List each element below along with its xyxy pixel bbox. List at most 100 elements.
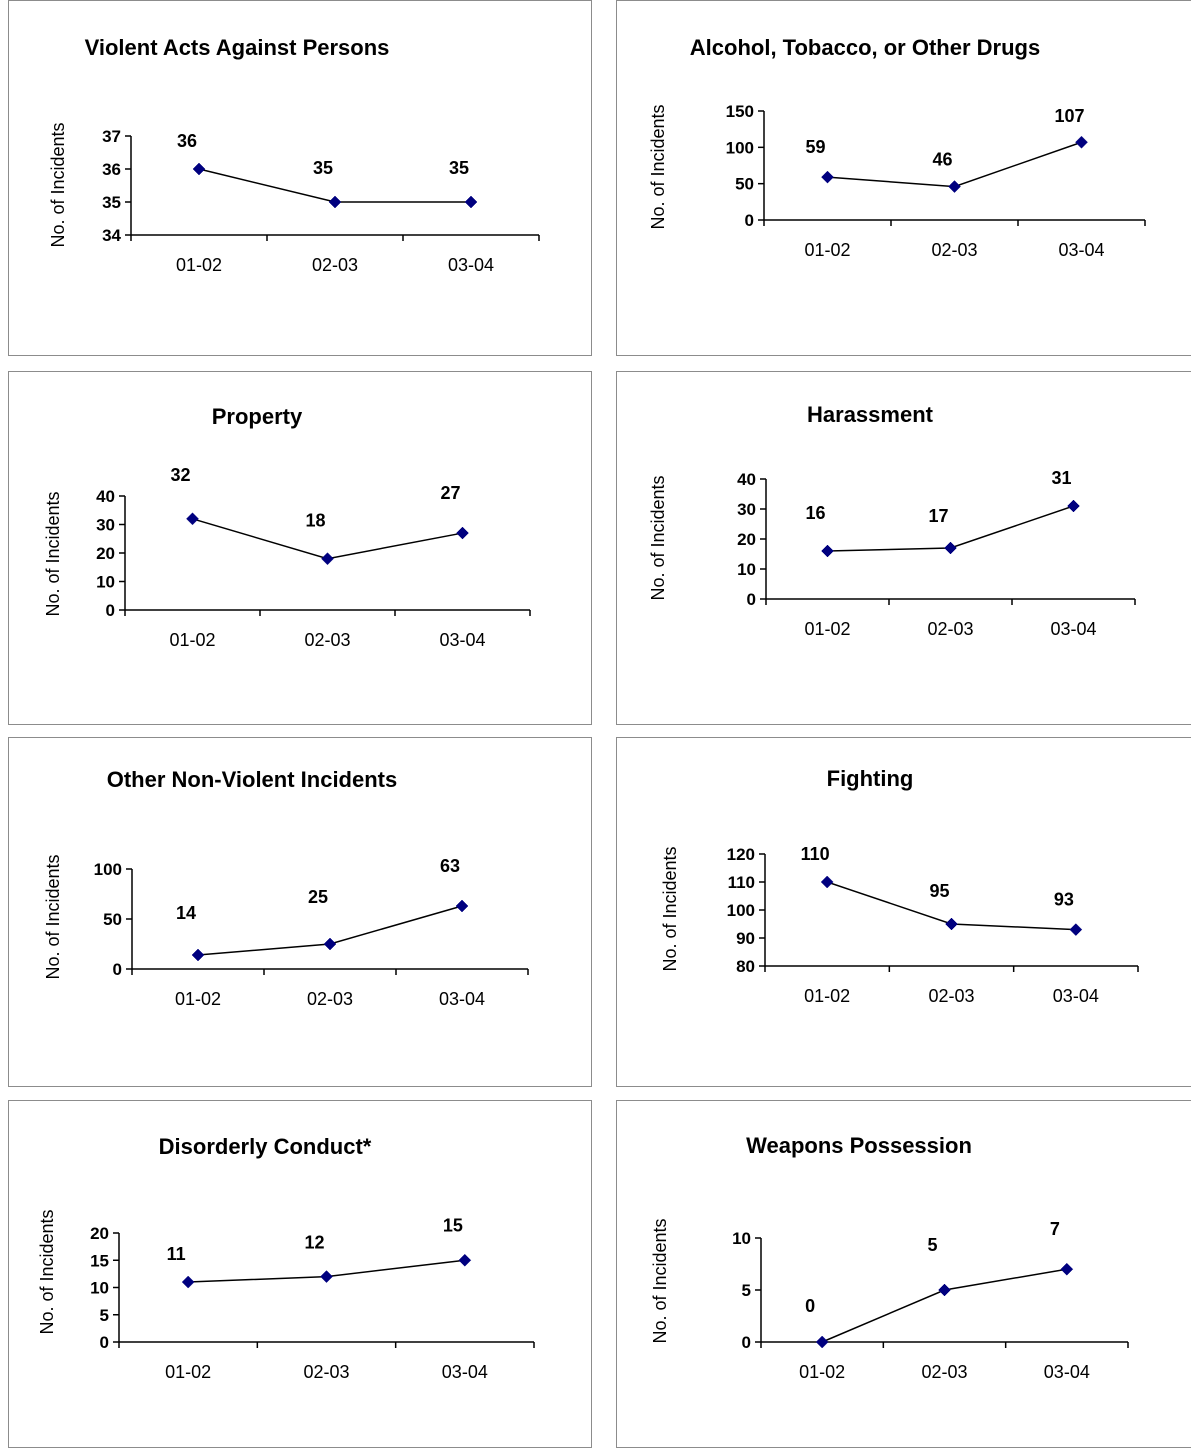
chart-canvas: Other Non-Violent Incidents No. of Incide… xyxy=(43,767,529,1009)
y-tick-label: 10 xyxy=(90,1279,109,1298)
data-label: 25 xyxy=(308,887,328,907)
data-label: 107 xyxy=(1054,106,1084,126)
data-label: 0 xyxy=(805,1296,815,1316)
y-tick-label: 110 xyxy=(728,873,755,892)
data-point-marker xyxy=(1067,499,1080,513)
chart-panel: Other Non-Violent Incidents No. of Incide… xyxy=(8,737,592,1087)
chart-canvas: Alcohol, Tobacco, or Other Drugs No. of I… xyxy=(648,35,1146,260)
line-chart: Alcohol, Tobacco, or Other Drugs No. of I… xyxy=(648,35,1146,260)
data-point-marker xyxy=(181,1275,195,1289)
y-tick-label: 10 xyxy=(732,1229,751,1248)
x-tick-label: 02-03 xyxy=(931,240,977,260)
chart-canvas: Disorderly Conduct* No. of Incidents 0 5 10 1… xyxy=(37,1134,535,1382)
y-tick-label: 50 xyxy=(735,175,754,194)
data-point-marker xyxy=(328,195,342,209)
y-tick-label: 5 xyxy=(100,1306,109,1325)
x-tick-label: 03-04 xyxy=(1050,619,1096,639)
data-label: 110 xyxy=(801,844,830,864)
chart-panel: Weapons Possession No. of Incidents 0 5 10 01… xyxy=(616,1100,1191,1448)
data-point-marker xyxy=(455,899,469,913)
data-point-marker xyxy=(320,1270,333,1283)
data-point-marker xyxy=(192,162,206,176)
chart-title: Other Non-Violent Incidents xyxy=(107,767,398,792)
chart-canvas: Violent Acts Against Persons No. of Incid… xyxy=(48,35,540,275)
x-tick-label: 03-04 xyxy=(1044,1362,1090,1382)
data-label: 32 xyxy=(170,465,190,485)
data-label: 27 xyxy=(440,483,460,503)
y-tick-label: 0 xyxy=(100,1333,109,1352)
y-tick-label: 100 xyxy=(94,860,122,879)
chart-panel: Fighting No. of Incidents 80 90 100 110 120 01-… xyxy=(616,737,1191,1087)
data-label: 5 xyxy=(927,1235,937,1255)
y-tick-label: 35 xyxy=(102,193,121,212)
line-chart: Fighting No. of Incidents 80 90 100 110 120 01-… xyxy=(660,766,1139,1006)
data-point-marker xyxy=(821,544,834,558)
chart-panel: Harassment No. of Incidents 0 10 20 30 40 01-02… xyxy=(616,371,1191,725)
data-label: 35 xyxy=(449,158,469,178)
y-tick-label: 0 xyxy=(747,590,756,609)
y-tick-label: 100 xyxy=(726,138,754,157)
data-point-marker xyxy=(186,512,199,526)
y-tick-label: 15 xyxy=(90,1251,109,1270)
y-axis-label: No. of Incidents xyxy=(648,475,668,600)
y-tick-label: 20 xyxy=(737,530,756,549)
data-label: 63 xyxy=(440,856,460,876)
x-tick-label: 02-03 xyxy=(921,1362,967,1382)
chart-title: Alcohol, Tobacco, or Other Drugs xyxy=(690,35,1040,60)
x-tick-label: 01-02 xyxy=(804,986,850,1006)
line-chart: Harassment No. of Incidents 0 10 20 30 40 01-02… xyxy=(648,402,1136,639)
chart-canvas: Harassment No. of Incidents 0 10 20 30 40 01-02… xyxy=(648,402,1136,639)
x-tick-label: 01-02 xyxy=(176,255,222,275)
line-chart: Property No. of Incidents 0 10 20 30 40 01-02 02… xyxy=(43,404,531,650)
chart-title: Disorderly Conduct* xyxy=(159,1134,372,1159)
data-point-marker xyxy=(944,541,957,555)
y-tick-label: 90 xyxy=(736,929,755,948)
data-point-marker xyxy=(456,526,469,540)
x-tick-label: 03-04 xyxy=(439,989,485,1009)
y-axis-label: No. of Incidents xyxy=(43,854,63,979)
x-tick-label: 01-02 xyxy=(804,240,850,260)
chart-canvas: Weapons Possession No. of Incidents 0 5 10 01… xyxy=(650,1133,1129,1382)
data-point-marker xyxy=(464,195,478,209)
x-tick-label: 02-03 xyxy=(304,630,350,650)
y-tick-label: 5 xyxy=(742,1281,751,1300)
y-tick-label: 0 xyxy=(742,1333,751,1352)
data-label: 36 xyxy=(177,131,197,151)
y-tick-label: 40 xyxy=(737,470,756,489)
y-tick-label: 36 xyxy=(102,160,121,179)
data-label: 7 xyxy=(1050,1219,1060,1239)
chart-panel: Violent Acts Against Persons No. of Incid… xyxy=(8,0,592,356)
y-tick-label: 20 xyxy=(90,1224,109,1243)
y-axis-label: No. of Incidents xyxy=(650,1218,670,1343)
y-tick-label: 30 xyxy=(96,516,115,535)
data-point-marker xyxy=(815,1335,829,1349)
y-tick-label: 10 xyxy=(737,560,756,579)
data-label: 11 xyxy=(167,1244,186,1264)
x-tick-label: 03-04 xyxy=(442,1362,488,1382)
data-label: 18 xyxy=(305,511,325,531)
x-tick-label: 03-04 xyxy=(1053,986,1099,1006)
y-tick-label: 37 xyxy=(102,127,121,146)
y-tick-label: 0 xyxy=(745,211,754,230)
data-label: 59 xyxy=(805,137,825,157)
y-tick-label: 150 xyxy=(726,102,754,121)
data-label: 16 xyxy=(805,503,825,523)
x-tick-label: 02-03 xyxy=(927,619,973,639)
chart-title: Fighting xyxy=(827,766,914,791)
y-axis-label: No. of Incidents xyxy=(660,846,680,971)
y-tick-label: 30 xyxy=(737,500,756,519)
x-tick-label: 02-03 xyxy=(928,986,974,1006)
x-tick-label: 01-02 xyxy=(804,619,850,639)
line-chart: Violent Acts Against Persons No. of Incid… xyxy=(48,35,540,275)
y-tick-label: 100 xyxy=(727,901,755,920)
data-label: 46 xyxy=(932,150,952,170)
x-tick-label: 02-03 xyxy=(307,989,353,1009)
x-tick-label: 01-02 xyxy=(799,1362,845,1382)
x-tick-label: 03-04 xyxy=(439,630,485,650)
data-point-marker xyxy=(945,917,958,931)
data-label: 35 xyxy=(313,158,333,178)
x-tick-label: 02-03 xyxy=(312,255,358,275)
data-point-marker xyxy=(323,937,337,951)
x-tick-label: 02-03 xyxy=(303,1362,349,1382)
data-point-marker xyxy=(1069,923,1083,936)
